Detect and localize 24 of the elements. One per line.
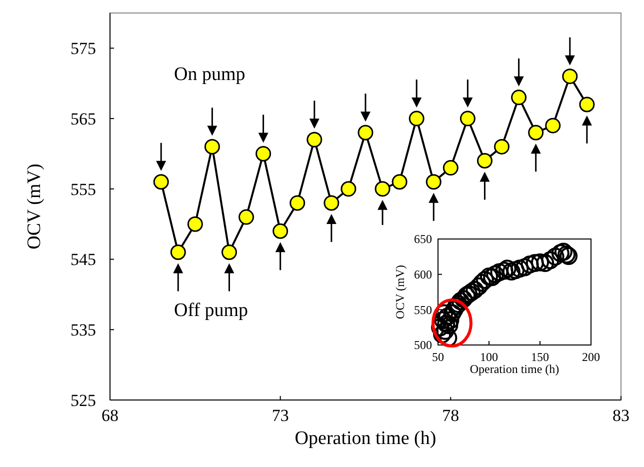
x-tick-label: 150 (531, 350, 549, 364)
y-tick-label: 600 (414, 268, 432, 282)
y-tick-label: 525 (70, 390, 96, 410)
x-axis-title: Operation time (h) (294, 428, 436, 449)
x-axis-title: Operation time (h) (470, 362, 560, 376)
x-tick-label: 83 (612, 406, 630, 425)
y-axis-title: OCV (mV) (393, 264, 407, 320)
x-tick-label: 200 (582, 350, 600, 364)
y-tick-label: 650 (414, 232, 432, 246)
y-tick-label: 535 (70, 320, 96, 340)
x-tick-label: 78 (442, 406, 460, 425)
x-tick-label: 68 (102, 406, 118, 425)
y-tick-label: 550 (414, 302, 432, 317)
y-tick-label: 565 (70, 109, 96, 128)
annotation: On pump (174, 64, 246, 85)
y-tick-label: 500 (414, 338, 432, 352)
x-tick-label: 100 (480, 350, 498, 364)
annotation: Off pump (174, 300, 248, 321)
y-tick-label: 575 (70, 39, 96, 58)
x-tick-label: 73 (272, 406, 289, 425)
y-tick-label: 555 (70, 180, 96, 199)
x-tick-label: 50 (432, 350, 444, 364)
y-tick-label: 545 (70, 250, 96, 270)
y-axis-title: OCV (mV) (24, 164, 45, 250)
